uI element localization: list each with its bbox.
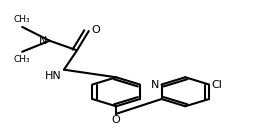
Text: HN: HN: [45, 71, 61, 81]
Text: CH₃: CH₃: [14, 55, 31, 63]
Text: N: N: [151, 79, 159, 90]
Text: O: O: [91, 25, 100, 35]
Text: N: N: [39, 36, 47, 46]
Text: O: O: [112, 115, 121, 124]
Text: CH₃: CH₃: [14, 15, 31, 24]
Text: Cl: Cl: [212, 79, 223, 90]
